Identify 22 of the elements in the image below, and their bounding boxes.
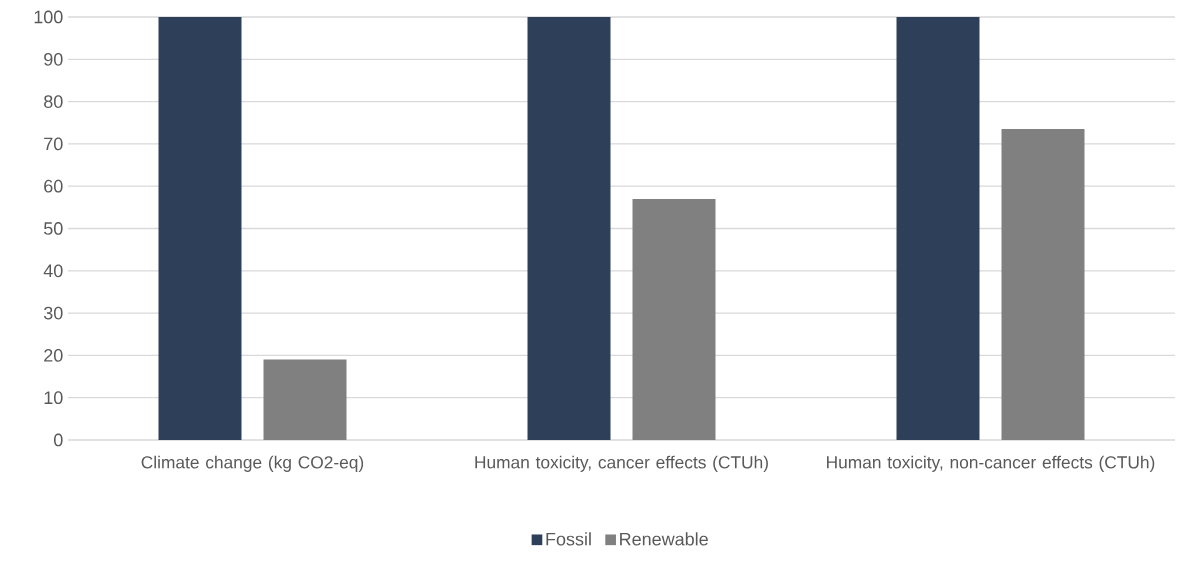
y-tick-label: 90 [44,52,63,66]
x-tick-label: Climate change (kg CO2-eq) [141,455,364,472]
x-tick-label: Human toxicity, non-cancer effects (CTUh) [827,455,1155,472]
y-tick-label: 70 [44,137,63,151]
y-tick-label: 40 [43,264,63,278]
y-tick-label: 30 [43,306,63,320]
legend-label: Fossil [546,532,591,546]
y-tick-label: 60 [44,179,63,193]
bar [632,198,716,440]
y-tick-label: 10 [44,391,63,405]
y-tick-label: 0 [54,433,63,447]
y-tick-label: 50 [43,222,63,235]
bar [263,359,347,440]
bar [527,16,611,440]
legend-label: Renewable [620,532,708,546]
bar [158,16,242,440]
y-tick-label: 20 [44,349,63,362]
y-tick-label: 100 [34,10,63,24]
y-tick-label: 80 [44,95,63,108]
bar [1001,129,1085,440]
x-tick-label: Human toxicity, cancer effects (CTUh) [475,455,768,472]
bar [896,16,980,440]
